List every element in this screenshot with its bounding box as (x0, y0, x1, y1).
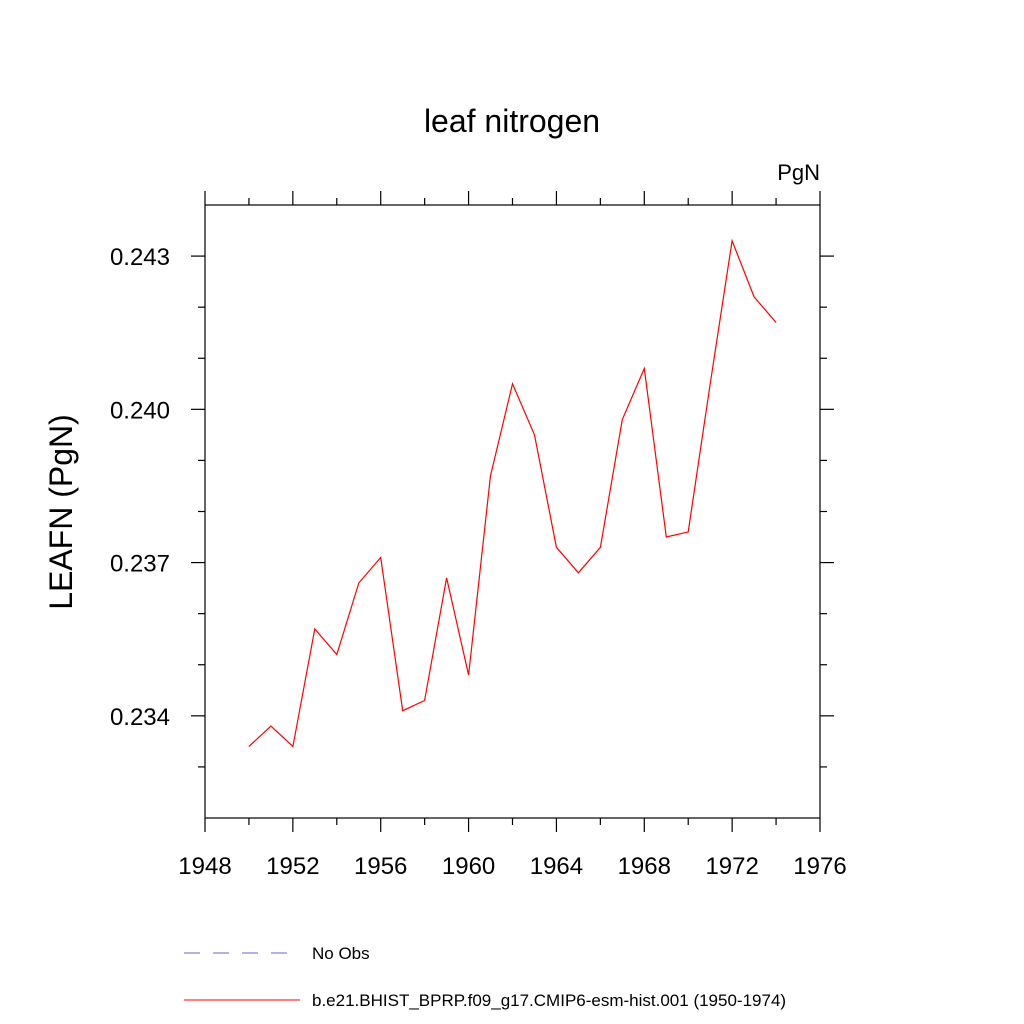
x-tick-label: 1948 (178, 853, 231, 880)
axis-tick-labels: 1948 1952 1956 1960 1964 1968 1972 1976 0.234 0.2… (110, 244, 847, 880)
x-tick-label: 1964 (530, 853, 583, 880)
legend-label: b.e21.BHIST_BPRP.f09_g17.CMIP6-esm-hist.… (312, 991, 786, 1010)
x-tick-label: 1972 (705, 853, 758, 880)
x-tick-label: 1976 (793, 853, 846, 880)
series-line (248, 238, 777, 748)
axis-ticks (191, 191, 834, 832)
x-tick-label: 1952 (266, 853, 319, 880)
legend: No Obs b.e21.BHIST_BPRP.f09_g17.CMIP6-esm… (184, 944, 786, 1010)
series-layer (248, 238, 777, 748)
chart-title: leaf nitrogen (424, 103, 600, 139)
y-tick-label: 0.240 (110, 397, 170, 424)
units-label: PgN (777, 160, 820, 185)
x-tick-label: 1968 (618, 853, 671, 880)
y-tick-label: 0.237 (110, 551, 170, 578)
legend-label: No Obs (312, 944, 370, 963)
x-tick-label: 1956 (354, 853, 407, 880)
y-tick-label: 0.234 (110, 704, 170, 731)
x-tick-label: 1960 (442, 853, 495, 880)
y-axis-title: LEAFN (PgN) (43, 414, 79, 610)
y-tick-label: 0.243 (110, 244, 170, 271)
